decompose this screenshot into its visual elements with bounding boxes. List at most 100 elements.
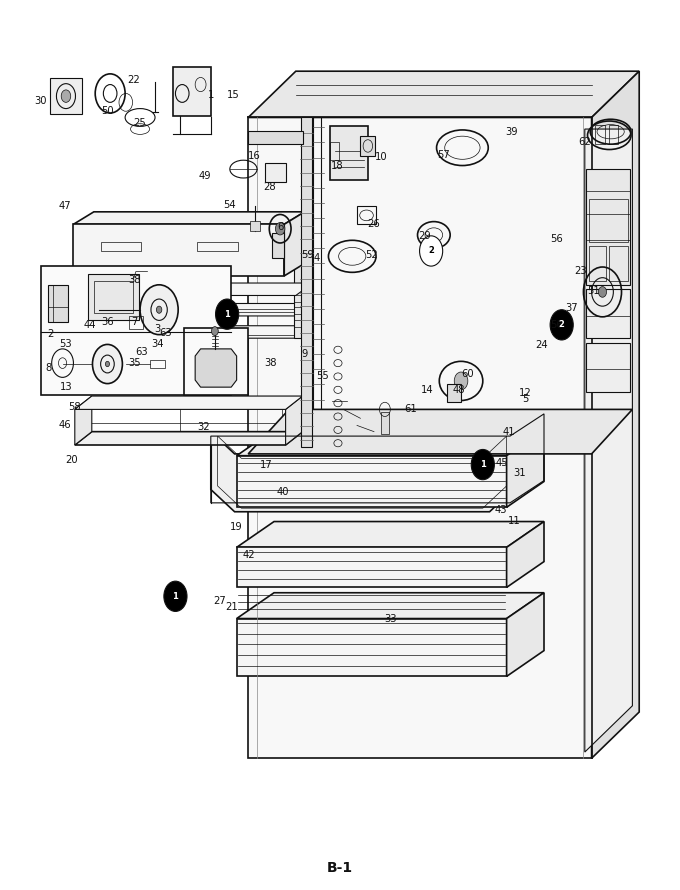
Text: 56: 56	[550, 320, 562, 330]
Text: 8: 8	[46, 362, 52, 373]
Bar	[586, 343, 630, 392]
Polygon shape	[75, 396, 92, 445]
Text: 38: 38	[265, 358, 277, 368]
Bar	[248, 117, 592, 758]
Text: 55: 55	[316, 370, 328, 381]
Text: 41: 41	[503, 426, 515, 437]
Text: 13: 13	[61, 382, 73, 392]
Polygon shape	[237, 593, 544, 619]
Text: 1: 1	[173, 592, 178, 601]
Bar	[88, 274, 139, 320]
Text: 60: 60	[462, 368, 474, 379]
Text: 2: 2	[47, 328, 54, 339]
Bar	[330, 142, 339, 160]
Polygon shape	[237, 547, 507, 587]
Text: 23: 23	[575, 266, 587, 277]
Text: 14: 14	[421, 384, 433, 395]
Circle shape	[550, 310, 573, 340]
Polygon shape	[88, 283, 313, 295]
Text: B-1: B-1	[327, 861, 353, 875]
Text: 39: 39	[505, 126, 517, 137]
Text: 48: 48	[453, 384, 465, 395]
Bar	[586, 289, 630, 338]
Text: 24: 24	[536, 340, 548, 351]
Polygon shape	[211, 432, 513, 512]
Text: 2: 2	[559, 320, 564, 329]
Bar	[447, 384, 461, 402]
Text: 32: 32	[198, 422, 210, 433]
Polygon shape	[592, 71, 639, 758]
Text: 15: 15	[227, 90, 239, 101]
Circle shape	[454, 372, 468, 390]
Bar	[41, 266, 231, 395]
Text: 7: 7	[131, 317, 138, 328]
Polygon shape	[248, 409, 632, 454]
Polygon shape	[237, 619, 507, 676]
Text: 58: 58	[69, 401, 81, 412]
Text: 51: 51	[588, 286, 600, 296]
Text: 45: 45	[496, 457, 508, 468]
Bar	[272, 233, 284, 258]
Text: 21: 21	[225, 602, 237, 612]
Text: 11: 11	[508, 515, 520, 526]
Polygon shape	[75, 396, 303, 409]
Polygon shape	[75, 432, 303, 445]
Text: 12: 12	[519, 388, 531, 399]
Text: 25: 25	[134, 117, 146, 128]
Text: 2: 2	[428, 247, 434, 255]
Polygon shape	[248, 71, 639, 117]
Bar	[173, 67, 211, 116]
Text: 9: 9	[301, 349, 308, 360]
Circle shape	[105, 361, 109, 367]
Polygon shape	[237, 430, 544, 456]
Text: 56: 56	[550, 234, 562, 245]
Text: 47: 47	[59, 201, 71, 212]
Text: 22: 22	[127, 75, 139, 85]
Polygon shape	[507, 522, 544, 587]
Polygon shape	[73, 212, 305, 224]
Text: 61: 61	[405, 404, 417, 415]
Text: 31: 31	[513, 468, 526, 479]
Bar	[129, 316, 143, 329]
Text: 46: 46	[59, 420, 71, 431]
Bar	[330, 126, 368, 180]
Text: 1: 1	[224, 310, 230, 319]
Bar	[586, 169, 630, 285]
Text: 28: 28	[264, 182, 276, 192]
Circle shape	[211, 327, 218, 336]
Bar	[609, 125, 618, 144]
Bar	[357, 206, 376, 224]
Text: 6: 6	[277, 222, 284, 232]
Text: 5: 5	[522, 393, 529, 404]
Text: 18: 18	[331, 161, 343, 172]
Circle shape	[275, 222, 285, 235]
Bar	[48, 285, 68, 322]
Text: 54: 54	[224, 199, 236, 210]
Text: 1: 1	[207, 90, 214, 101]
Bar	[294, 307, 307, 314]
Bar	[381, 412, 389, 434]
Text: 42: 42	[243, 550, 255, 561]
Text: 53: 53	[59, 338, 71, 349]
Bar	[294, 320, 307, 327]
Text: 63: 63	[135, 347, 148, 358]
Bar	[94, 281, 133, 313]
Bar	[250, 221, 260, 231]
Bar	[50, 78, 82, 114]
Text: 57: 57	[437, 150, 449, 160]
Text: 40: 40	[277, 487, 289, 498]
Text: 29: 29	[418, 231, 430, 241]
Bar	[360, 136, 375, 156]
Text: 20: 20	[65, 455, 78, 465]
Bar	[101, 242, 141, 251]
Polygon shape	[79, 326, 313, 338]
Bar	[197, 242, 238, 251]
Text: 27: 27	[214, 595, 226, 606]
Circle shape	[216, 299, 239, 329]
Text: 16: 16	[248, 150, 260, 161]
Text: 37: 37	[565, 303, 577, 313]
Polygon shape	[79, 303, 313, 316]
Text: 10: 10	[375, 151, 388, 162]
Text: 59: 59	[301, 249, 313, 260]
Bar	[184, 328, 248, 395]
